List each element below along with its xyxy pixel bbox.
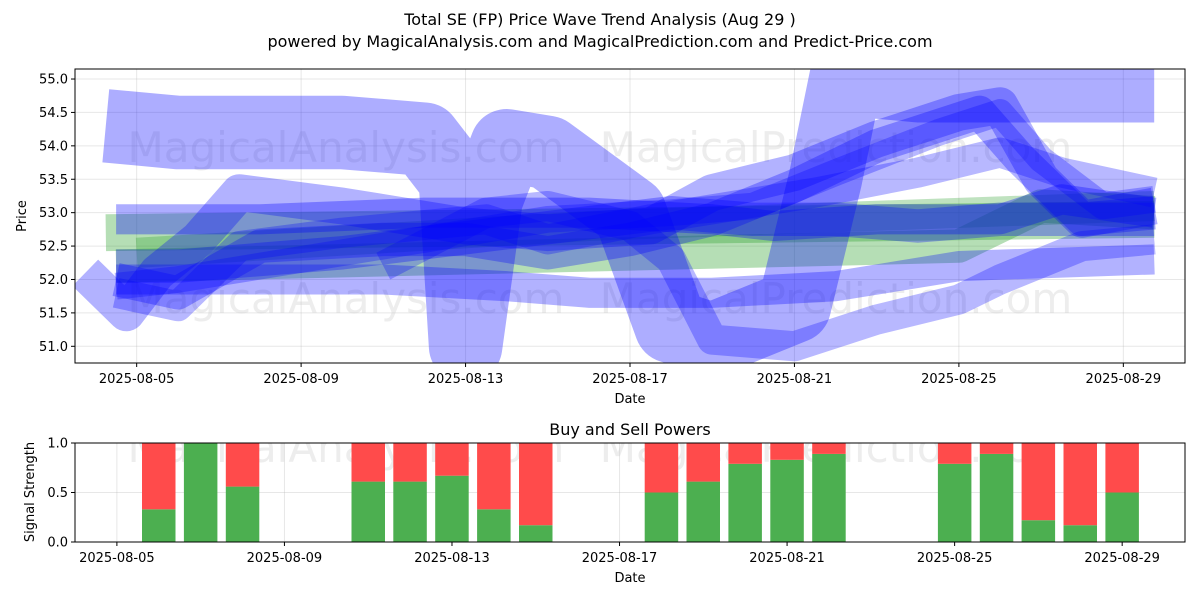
price-plot-background [75, 69, 1185, 363]
x-tick-label: 2025-08-09 [247, 551, 323, 566]
buy-sell-chart: Buy and Sell Powers MagicalAnalysis.com … [23, 420, 1186, 586]
wave-band [114, 99, 1156, 300]
price-x-axis-label: Date [614, 392, 645, 407]
sell-bar [435, 443, 469, 476]
trend-band [115, 189, 1156, 283]
sell-bar [142, 443, 176, 510]
price-y-axis-label: Price [15, 200, 30, 232]
signal-x-ticks: 2025-08-05 2025-08-09 2025-08-13 2025-08-17… [79, 542, 1160, 566]
y-tick-label: 52.5 [39, 240, 68, 255]
watermark-analysis: MagicalAnalysis.com [128, 274, 565, 323]
x-tick-label: 2025-08-29 [1084, 551, 1160, 566]
y-tick-label: 0.0 [47, 536, 68, 551]
signal-y-axis-label: Signal Strength [23, 442, 38, 542]
sell-bar [1021, 443, 1056, 521]
sell-bar [225, 443, 260, 487]
trend-band [105, 200, 1155, 252]
buy-bar [728, 463, 762, 542]
y-tick-label: 0.5 [47, 486, 68, 501]
x-tick-label: 2025-08-13 [414, 551, 490, 566]
buy-bar [644, 492, 679, 542]
x-tick-label: 2025-08-05 [99, 372, 175, 387]
wave-band [112, 137, 1158, 322]
sell-bar [728, 443, 762, 464]
price-wave-bands [75, 69, 1158, 363]
y-tick-label: 1.0 [47, 437, 68, 452]
sell-bar [477, 443, 511, 510]
y-tick-label: 53.0 [39, 206, 68, 221]
price-watermarks: MagicalAnalysis.com MagicalPrediction.co… [128, 123, 1073, 323]
wave-band [116, 244, 1155, 308]
buy-sell-title: Buy and Sell Powers [549, 420, 711, 439]
sell-bar [979, 443, 1014, 454]
x-tick-label: 2025-08-17 [592, 372, 668, 387]
buy-bar [183, 443, 218, 542]
buy-bar [393, 481, 427, 542]
sell-bar [644, 443, 679, 493]
buy-bar [351, 481, 385, 542]
x-tick-label: 2025-08-29 [1086, 372, 1162, 387]
chart-subtitle: powered by MagicalAnalysis.com and Magic… [267, 32, 932, 51]
x-tick-label: 2025-08-21 [749, 551, 825, 566]
wave-band [112, 95, 1156, 310]
trend-band [135, 190, 1155, 268]
watermark-analysis: MagicalAnalysis.com [128, 123, 565, 172]
watermark-prediction: MagicalPrediction.com [600, 274, 1073, 323]
wave-band [116, 184, 1157, 242]
signal-x-axis-label: Date [614, 571, 645, 586]
buy-bar [477, 509, 511, 542]
x-tick-label: 2025-08-17 [582, 551, 658, 566]
buy-bar [812, 453, 846, 542]
buy-bar [435, 475, 469, 542]
sell-bar [351, 443, 385, 482]
x-tick-label: 2025-08-21 [757, 372, 833, 387]
wave-band [376, 190, 1156, 362]
y-tick-label: 54.0 [39, 139, 68, 154]
chart-title: Total SE (FP) Price Wave Trend Analysis … [403, 10, 795, 29]
buy-bar [519, 525, 553, 542]
watermark-prediction: MagicalPrediction.com [600, 123, 1073, 172]
x-tick-label: 2025-08-05 [79, 551, 155, 566]
sell-bar [937, 443, 972, 464]
x-tick-label: 2025-08-25 [917, 551, 993, 566]
buy-bar [225, 486, 260, 542]
x-tick-label: 2025-08-13 [428, 372, 504, 387]
y-tick-label: 55.0 [39, 73, 68, 88]
signal-bars [142, 443, 1139, 542]
sell-bar [1105, 443, 1139, 493]
buy-bar [142, 509, 176, 542]
x-tick-label: 2025-08-09 [263, 372, 339, 387]
buy-bar [979, 453, 1014, 542]
sell-bar [770, 443, 804, 460]
buy-bar [937, 463, 972, 542]
buy-bar [686, 481, 720, 542]
buy-bar [1063, 525, 1097, 542]
price-wave-chart: MagicalAnalysis.com MagicalPrediction.co… [15, 68, 1186, 407]
buy-bar [1021, 520, 1056, 542]
y-tick-label: 54.5 [39, 106, 68, 121]
sell-bar [812, 443, 846, 454]
wave-band [102, 69, 1155, 363]
y-tick-label: 51.0 [39, 340, 68, 355]
wave-band [116, 196, 1155, 283]
buy-bar [1105, 492, 1139, 542]
price-x-ticks: 2025-08-05 2025-08-09 2025-08-13 2025-08-17… [99, 363, 1161, 387]
sell-bar [393, 443, 427, 482]
y-tick-label: 53.5 [39, 173, 68, 188]
price-grid [75, 69, 1185, 363]
y-tick-label: 52.0 [39, 273, 68, 288]
signal-y-ticks: 0.0 0.5 1.0 [47, 437, 75, 551]
sell-bar [1063, 443, 1097, 526]
y-tick-label: 51.5 [39, 306, 68, 321]
sell-bar [519, 443, 553, 526]
buy-bar [770, 459, 804, 542]
x-tick-label: 2025-08-25 [921, 372, 997, 387]
price-y-ticks: 51.0 51.5 52.0 52.5 53.0 53.5 54.0 54.5 55.0 [39, 73, 75, 355]
sell-bar [686, 443, 720, 482]
wave-band [75, 87, 1158, 332]
